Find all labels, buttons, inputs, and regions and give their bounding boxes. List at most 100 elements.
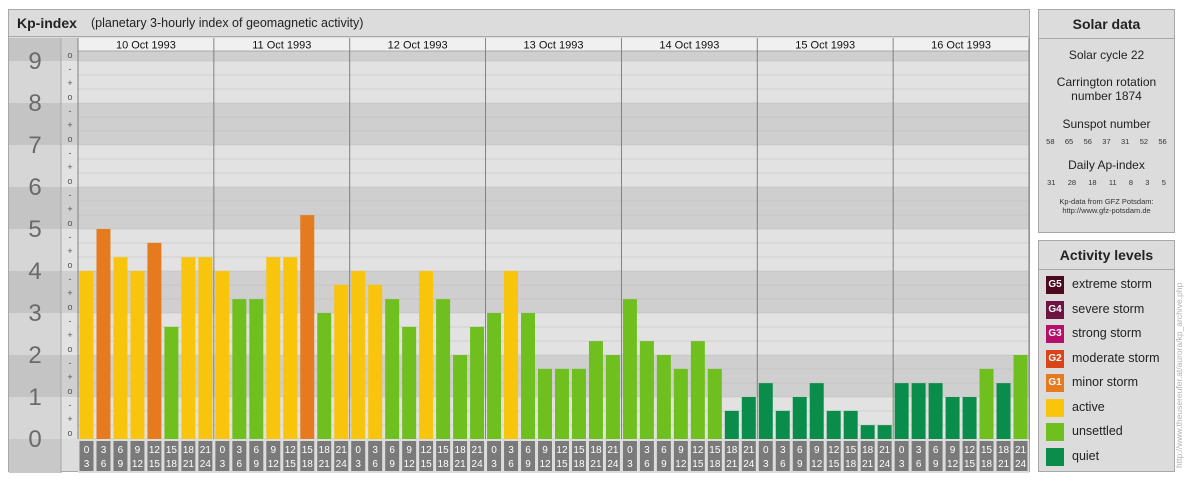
hour-end-label: 6: [237, 459, 243, 470]
hour-cell: [707, 441, 722, 471]
hour-cell: [690, 441, 705, 471]
sunspot-value: 37: [1102, 137, 1111, 146]
hour-start-label: 9: [542, 445, 548, 456]
sub-tick-label: o: [67, 344, 72, 354]
activity-levels-title: Activity levels: [1039, 241, 1174, 270]
ap-value: 11: [1108, 178, 1117, 187]
kp-bar: [605, 355, 620, 439]
hour-start-label: 18: [862, 445, 874, 456]
hour-start-label: 12: [692, 445, 704, 456]
kp-bar: [113, 257, 128, 439]
hour-cell: [402, 441, 417, 471]
hour-end-label: 24: [607, 459, 619, 470]
hour-start-label: 12: [828, 445, 840, 456]
hour-start-label: 12: [556, 445, 568, 456]
hour-cell: [113, 441, 128, 471]
hour-cell: [843, 441, 858, 471]
kp-bar: [979, 368, 994, 439]
kp-bar: [249, 299, 264, 439]
sub-tick-label: -: [69, 316, 72, 326]
kp-bar: [622, 299, 637, 439]
kp-bar: [215, 271, 230, 439]
kp-bar: [317, 313, 332, 439]
hour-start-label: 6: [797, 445, 803, 456]
hour-cell: [181, 441, 196, 471]
kp-bar: [758, 383, 773, 439]
hour-end-label: 6: [780, 459, 786, 470]
sub-tick-label: o: [67, 302, 72, 312]
hour-start-label: 6: [933, 445, 939, 456]
hour-end-label: 3: [355, 459, 361, 470]
hour-cell: [945, 441, 960, 471]
kp-bar: [690, 341, 705, 439]
hour-end-label: 21: [862, 459, 874, 470]
sub-tick-label: -: [69, 64, 72, 74]
legend-swatch: G2: [1046, 349, 1064, 368]
y-tick-label: 8: [28, 90, 41, 117]
legend-item: quiet: [1046, 447, 1174, 467]
hour-end-label: 24: [879, 459, 891, 470]
sub-tick-label: o: [67, 428, 72, 438]
hour-start-label: 3: [780, 445, 786, 456]
hour-start-label: 9: [814, 445, 820, 456]
sunspot-values: 58 65 56 37 31 52 56: [1039, 137, 1174, 146]
day-header-row: [78, 38, 1029, 51]
hour-end-label: 6: [644, 459, 650, 470]
hour-end-label: 15: [285, 459, 297, 470]
hour-end-label: 18: [845, 459, 857, 470]
day-label: 10 Oct 1993: [116, 40, 176, 52]
sub-tick-label: +: [67, 372, 72, 382]
hour-start-label: 9: [678, 445, 684, 456]
sub-tick-label: o: [67, 260, 72, 270]
hour-start-label: 21: [200, 445, 212, 456]
grid-band: [61, 229, 1029, 271]
hour-start-label: 9: [406, 445, 412, 456]
sub-tick-label: -: [69, 232, 72, 242]
hour-start-label: 0: [491, 445, 497, 456]
hour-end-label: 21: [183, 459, 195, 470]
kp-bar: [283, 257, 298, 439]
chart-title: Kp-index: [17, 15, 77, 31]
sub-tick-label: -: [69, 358, 72, 368]
sub-tick-label: -: [69, 106, 72, 116]
hour-end-label: 18: [302, 459, 314, 470]
y-tick-label: 2: [28, 342, 41, 369]
grid-band: [61, 145, 1029, 187]
hour-end-label: 15: [421, 459, 433, 470]
kp-bar: [588, 341, 603, 439]
kp-bar: [96, 229, 111, 439]
hour-start-label: 15: [573, 445, 585, 456]
kp-bar: [843, 410, 858, 439]
legend-label: quiet: [1072, 448, 1100, 463]
hour-start-label: 0: [627, 445, 633, 456]
hour-start-label: 18: [455, 445, 467, 456]
hour-cell: [198, 441, 213, 471]
day-label: 16 Oct 1993: [931, 40, 991, 52]
legend-item: G3 strong storm: [1046, 324, 1174, 344]
hour-end-label: 3: [763, 459, 769, 470]
carrington-line-1: Carrington rotation: [1056, 75, 1157, 89]
hour-end-label: 6: [916, 459, 922, 470]
kp-bar: [860, 425, 875, 439]
day-label: 12 Oct 1993: [388, 40, 448, 52]
hour-cell: [656, 441, 671, 471]
hour-end-label: 3: [491, 459, 497, 470]
grid-band: [61, 103, 1029, 145]
hour-start-label: 6: [525, 445, 531, 456]
kp-bar: [707, 368, 722, 439]
kp-bar: [266, 257, 281, 439]
kp-bar: [521, 313, 536, 439]
kp-bar: [198, 257, 213, 439]
hour-cell: [317, 441, 332, 471]
hour-cell: [79, 441, 94, 471]
legend-item: G2 moderate storm: [1046, 349, 1174, 369]
hour-start-label: 0: [84, 445, 90, 456]
legend-item: G1 minor storm: [1046, 373, 1174, 393]
hour-start-label: 21: [743, 445, 755, 456]
kp-bar: [130, 271, 145, 439]
kp-bar: [147, 242, 162, 439]
data-source-link[interactable]: http://www.gfz-potsdam.de: [1062, 206, 1151, 215]
sub-tick-label: o: [67, 92, 72, 102]
kp-bar: [928, 383, 943, 439]
ap-value: 18: [1088, 178, 1097, 187]
